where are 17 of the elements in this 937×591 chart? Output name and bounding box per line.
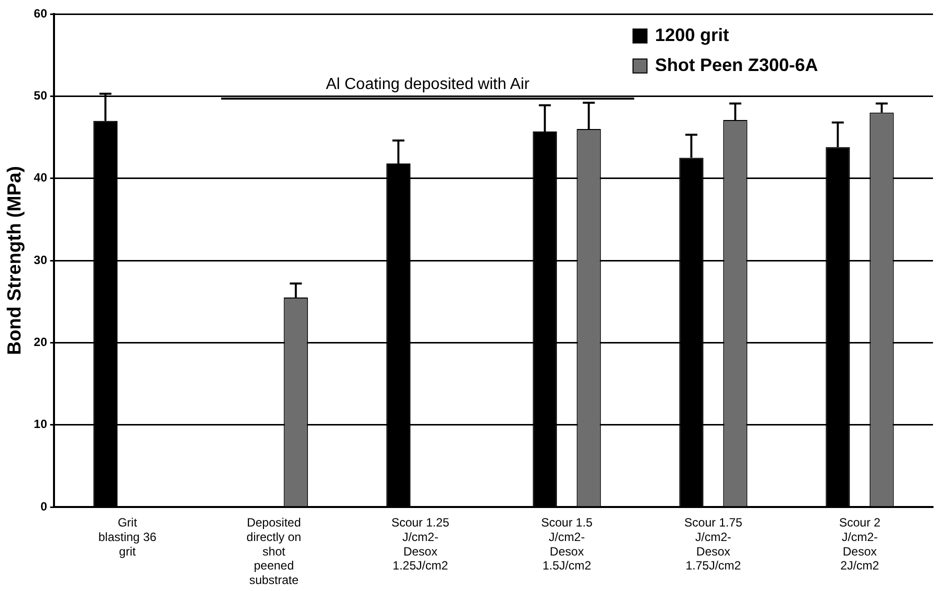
x-tick-label: Scour 1.5 J/cm2- Desox 1.5J/cm2 [541, 516, 593, 573]
x-tick-label: Scour 2 J/cm2- Desox 2J/cm2 [839, 516, 881, 573]
y-tick-label: 40 [34, 170, 48, 185]
legend-label: 1200 grit [655, 24, 730, 45]
y-tick-label: 0 [40, 499, 48, 514]
x-tick-label: Scour 1.25 J/cm2- Desox 1.25J/cm2 [391, 516, 450, 573]
y-tick-label: 10 [34, 417, 48, 432]
y-tick-label: 50 [34, 88, 48, 102]
ref-line-label: Al Coating deposited with Air [326, 76, 530, 94]
x-tick-label: Deposited directly on shot peened substrate [246, 516, 302, 588]
y-axis-title: Bond Strength (MPa) [4, 166, 26, 355]
y-tick-label: 20 [34, 334, 48, 349]
legend-label: Shot Peen Z300-6A [655, 54, 818, 75]
x-tick-label: Scour 1.75 J/cm2- Desox 1.75J/cm2 [684, 516, 743, 573]
y-tick-label: 60 [34, 6, 48, 20]
y-tick-label: 30 [34, 252, 48, 267]
x-tick-label: Grit blasting 36 grit [98, 516, 157, 558]
